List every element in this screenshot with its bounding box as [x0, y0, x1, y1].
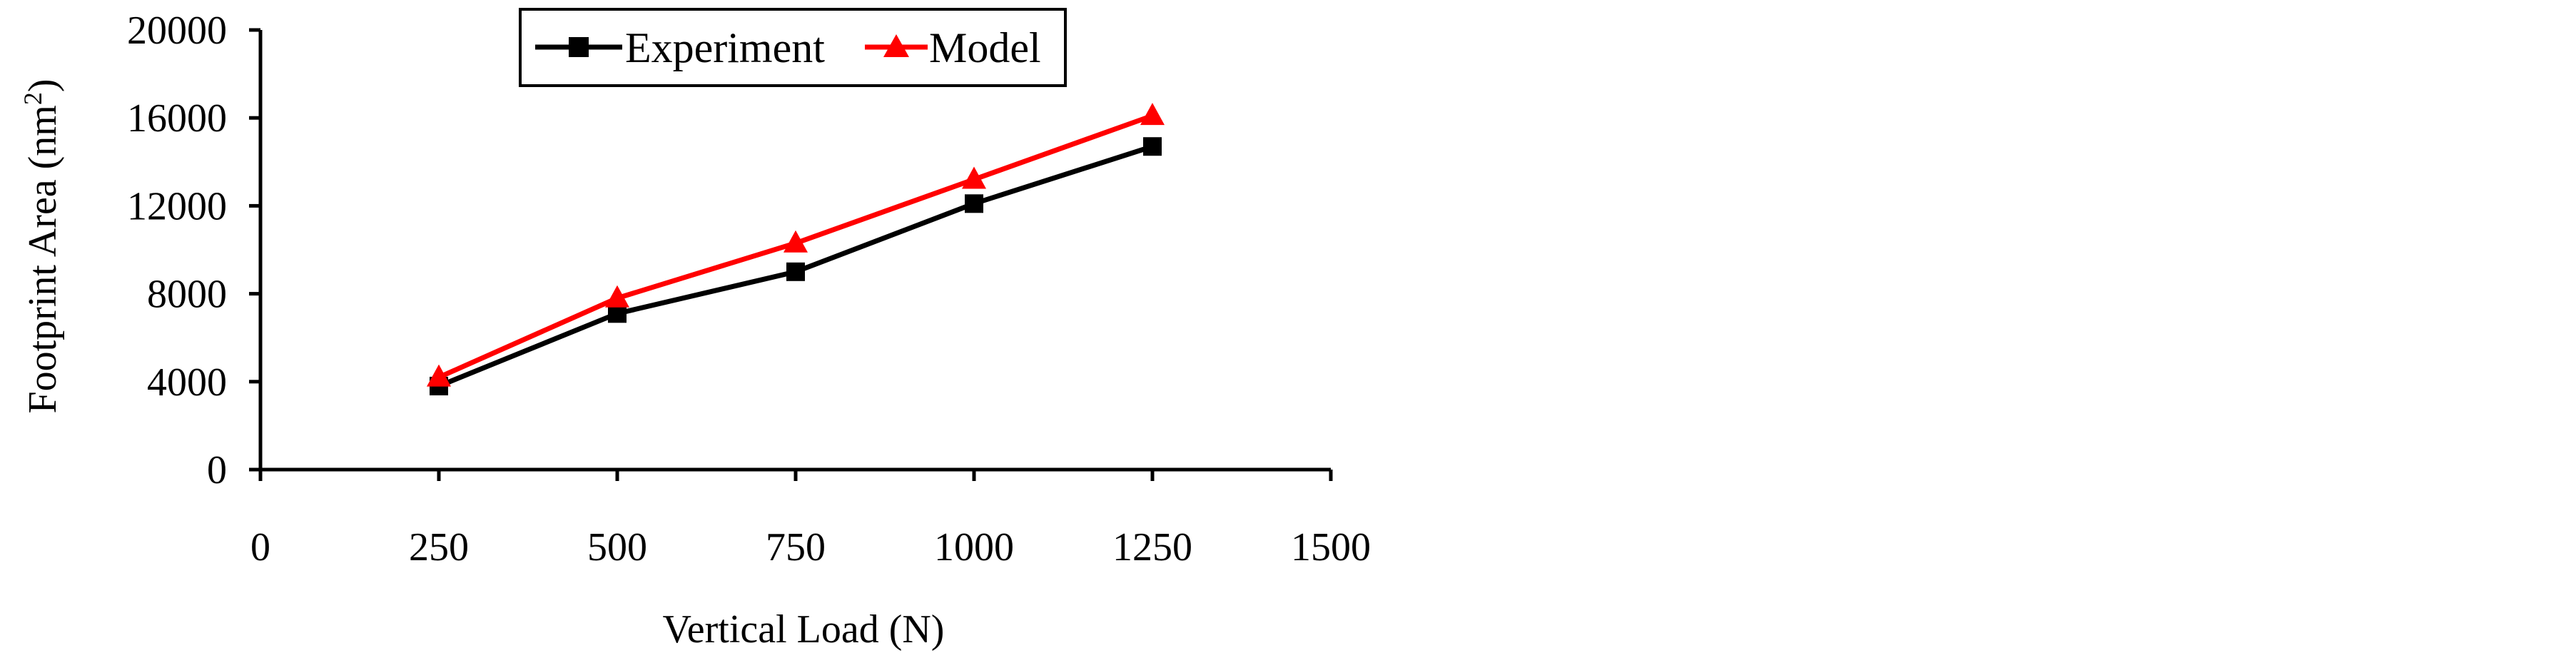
x-axis-title: Vertical Load (N) — [663, 607, 945, 652]
legend-marker-model — [883, 34, 909, 57]
y-tick-label: 4000 — [147, 360, 227, 405]
y-tick-label: 0 — [207, 448, 227, 492]
x-tick-label: 1250 — [1112, 525, 1192, 570]
data-point-experiment — [1143, 137, 1162, 156]
data-point-model — [962, 166, 986, 189]
x-tick-label: 500 — [587, 525, 647, 570]
series-model — [427, 103, 1165, 387]
legend-label-model: Model — [929, 24, 1041, 71]
y-axis-ticks: 0 4000 8000 12000 16000 20000 — [127, 9, 260, 492]
y-tick-label: 12000 — [127, 184, 227, 228]
legend-marker-experiment — [569, 37, 589, 57]
y-tick-label: 16000 — [127, 96, 227, 141]
x-axis-ticks: 0 250 500 750 1000 1250 1500 — [250, 470, 1371, 570]
series-experiment — [430, 137, 1162, 395]
data-point-model — [784, 230, 808, 253]
y-axis-title-main: Footprint Area (nm — [21, 105, 65, 413]
data-point-experiment — [786, 262, 805, 281]
legend-label-experiment: Experiment — [625, 24, 825, 71]
series-layer — [427, 103, 1165, 395]
y-tick-label: 8000 — [147, 273, 227, 317]
y-axis-title: Footprint Area (nm2) — [19, 79, 65, 413]
y-tick-label: 20000 — [127, 9, 227, 53]
x-tick-label: 250 — [409, 525, 469, 570]
x-tick-label: 1000 — [934, 525, 1014, 570]
data-point-model — [1140, 103, 1165, 126]
x-tick-label: 1500 — [1291, 525, 1371, 570]
data-point-model — [427, 364, 451, 387]
legend: Experiment Model — [519, 8, 1067, 87]
data-point-model — [605, 285, 629, 308]
x-tick-label: 750 — [766, 525, 826, 570]
data-point-experiment — [965, 194, 983, 213]
y-axis-title-sup: 2 — [19, 92, 47, 105]
y-axis-title-tail: ) — [21, 79, 65, 92]
x-tick-label: 0 — [250, 525, 270, 570]
